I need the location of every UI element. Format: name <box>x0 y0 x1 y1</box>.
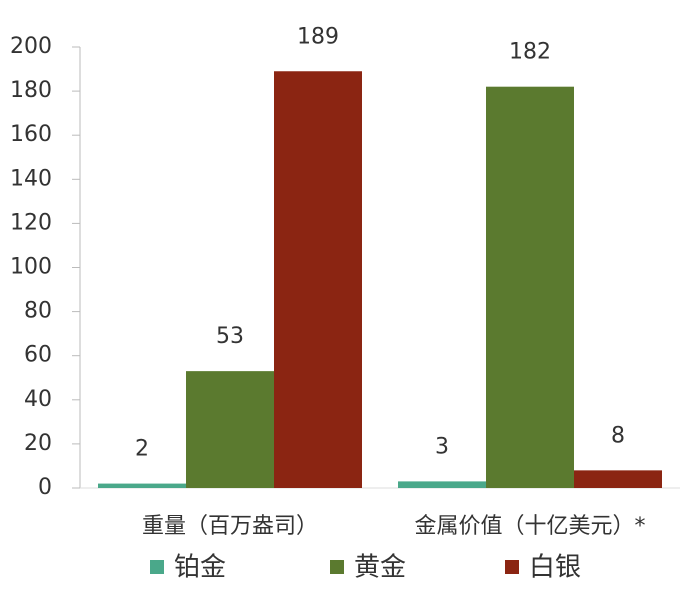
bar <box>574 470 662 488</box>
data-label: 2 <box>135 437 149 462</box>
legend-swatch <box>505 560 519 574</box>
y-tick-label: 160 <box>10 122 52 147</box>
y-tick-label: 20 <box>24 431 52 456</box>
legend-label: 白银 <box>529 553 581 583</box>
y-tick-label: 140 <box>10 166 52 191</box>
y-tick-label: 120 <box>10 210 52 235</box>
y-tick-label: 60 <box>24 343 52 368</box>
y-tick-label: 200 <box>10 34 52 59</box>
bar <box>98 483 186 488</box>
legend-label: 铂金 <box>174 553 226 583</box>
data-label: 3 <box>435 434 449 459</box>
legend-swatch <box>150 560 164 574</box>
legend-swatch <box>330 560 344 574</box>
y-tick-label: 180 <box>10 78 52 103</box>
bar <box>274 71 362 488</box>
bar <box>486 86 574 488</box>
bar <box>398 481 486 488</box>
data-label: 182 <box>509 40 551 65</box>
y-tick-label: 80 <box>24 299 52 324</box>
data-label: 53 <box>216 324 244 349</box>
y-tick-label: 40 <box>24 387 52 412</box>
legend-label: 黄金 <box>354 553 406 583</box>
data-label: 189 <box>297 24 339 49</box>
x-tick-label: 金属价值（十亿美元）* <box>414 514 645 539</box>
x-tick-label: 重量（百万盎司） <box>142 514 318 539</box>
bar <box>186 371 274 488</box>
data-label: 8 <box>611 423 625 448</box>
y-tick-label: 0 <box>38 475 52 500</box>
y-tick-label: 100 <box>10 255 52 280</box>
